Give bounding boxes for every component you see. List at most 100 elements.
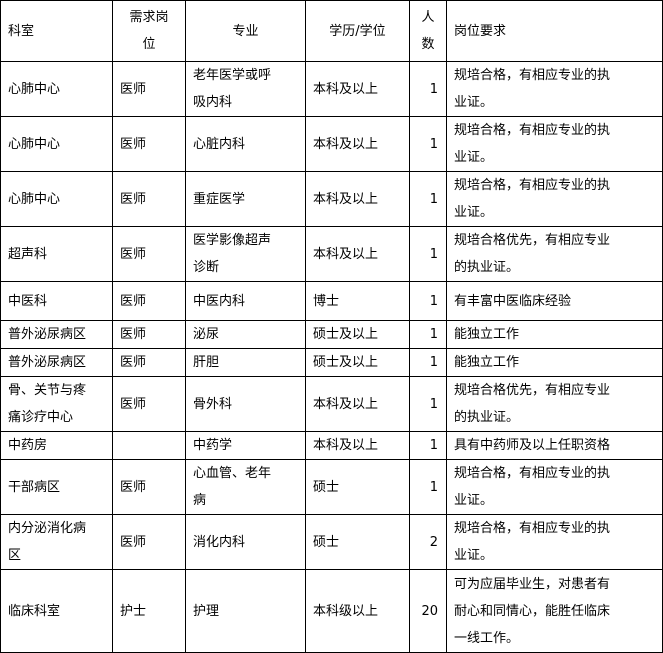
cell-post: 医师 [112,116,186,172]
cell-dept-line: 超声科 [8,246,48,262]
cell-major-line: 泌尿 [193,327,220,342]
cell-dept-line: 干部病区 [8,479,61,495]
cell-major: 泌尿 [185,320,306,349]
cell-post-line: 医师 [120,396,147,412]
cell-dept: 超声科 [0,226,113,282]
cell-major: 老年医学或呼 吸内科 [185,61,306,117]
table-row: 普外泌尿病区 医师 泌尿 硕士及以上 1 能独立工作 [0,320,663,349]
cell-post-line: 医师 [120,191,147,207]
cell-post-line: 医师 [120,355,147,370]
cell-major: 中药学 [185,431,306,460]
cell-post: 医师 [112,61,186,117]
cell-major: 肝胆 [185,348,306,377]
cell-requirements-line: 有丰富中医临床经验 [454,293,572,309]
cell-count: 1 [409,226,447,282]
cell-dept: 临床科室 [0,569,113,653]
cell-count-line: 1 [429,396,438,412]
cell-dept-line: 中医科 [8,293,48,309]
cell-dept-line: 痛诊疗中心 [8,410,74,425]
cell-post-line: 医师 [120,479,147,495]
cell-education: 本科及以上 [305,376,410,432]
cell-post: 护士 [112,569,186,653]
cell-dept: 干部病区 [0,459,113,515]
cell-dept: 中药房 [0,431,113,460]
header-major: 专业 [185,0,306,62]
cell-dept-line: 临床科室 [8,603,61,619]
cell-post-line: 医师 [120,81,147,97]
table-row: 普外泌尿病区 医师 肝胆 硕士及以上 1 能独立工作 [0,348,663,377]
cell-dept-line: 心肺中心 [8,81,61,97]
header-count-line: 人 [421,10,435,25]
cell-education-line: 本科级以上 [313,603,379,619]
cell-post-line: 医师 [120,534,147,550]
cell-requirements-line: 业证。 [454,150,494,165]
cell-requirements-line: 业证。 [454,548,494,563]
cell-post-line: 医师 [120,293,147,309]
header-row: 科室 需求岗位专业 学历/学位人数岗位要求 [0,0,663,62]
cell-requirements-line: 规培合格，有相应专业的执 [454,123,611,138]
cell-education: 硕士 [305,514,410,570]
table-row: 心肺中心 医师 重症医学 本科及以上 1 规培合格，有相应专业的执 业证。 [0,171,663,227]
cell-post: 医师 [112,376,186,432]
cell-requirements: 能独立工作 [446,320,663,349]
cell-education: 本科及以上 [305,61,410,117]
cell-count: 1 [409,61,447,117]
cell-requirements-line: 规培合格，有相应专业的执 [454,466,611,481]
cell-major: 消化内科 [185,514,306,570]
cell-education-line: 本科及以上 [313,191,379,207]
cell-post: 医师 [112,514,186,570]
header-requirements-line: 岗位要求 [454,23,507,39]
cell-post-line: 医师 [120,136,147,152]
header-major-line: 专业 [232,23,259,39]
header-post-line: 需求岗 [129,10,169,25]
cell-post: 医师 [112,459,186,515]
cell-dept-line: 普外泌尿病区 [8,327,87,342]
cell-education-line: 本科及以上 [313,438,379,453]
cell-education: 博士 [305,281,410,321]
cell-requirements-line: 规培合格优先，有相应专业 [454,233,611,248]
cell-major: 医学影像超声 诊断 [185,226,306,282]
cell-count: 1 [409,171,447,227]
cell-requirements: 规培合格优先，有相应专业 的执业证。 [446,226,663,282]
cell-education-line: 硕士 [313,479,340,495]
cell-education-line: 硕士 [313,534,340,550]
cell-education-line: 硕士及以上 [313,355,379,370]
header-post: 需求岗位 [112,0,186,62]
cell-dept-line: 内分泌消化病 [8,521,87,536]
cell-dept: 心肺中心 [0,171,113,227]
cell-major-line: 中医内科 [193,293,246,309]
cell-count-line: 1 [429,293,438,309]
cell-major-line: 吸内科 [193,95,233,110]
cell-count: 20 [409,569,447,653]
header-count-line: 数 [421,37,435,52]
cell-requirements-line: 具有中药师及以上任职资格 [454,438,611,453]
cell-dept-line: 中药房 [8,438,48,453]
cell-post: 医师 [112,226,186,282]
cell-count: 2 [409,514,447,570]
header-post-line: 位 [142,37,156,52]
cell-count-line: 1 [429,81,438,97]
table-row: 内分泌消化病区医师 消化内科 硕士 2 规培合格，有相应专业的执 业证。 [0,514,663,570]
cell-education-line: 本科及以上 [313,396,379,412]
cell-requirements-line: 业证。 [454,95,494,110]
cell-count-line: 1 [429,136,438,152]
cell-education-line: 博士 [313,293,340,309]
cell-dept: 普外泌尿病区 [0,348,113,377]
cell-dept-line: 骨、关节与疼 [8,383,87,398]
cell-count-line: 20 [421,603,438,619]
cell-requirements: 规培合格，有相应专业的执 业证。 [446,171,663,227]
cell-requirements: 规培合格，有相应专业的执 业证。 [446,61,663,117]
cell-count-line: 1 [429,246,438,262]
cell-post: 医师 [112,320,186,349]
cell-requirements-line: 耐心和同情心，能胜任临床 [454,603,611,619]
cell-major-line: 重症医学 [193,191,246,207]
cell-requirements-line: 能独立工作 [454,355,520,370]
cell-education: 本科及以上 [305,171,410,227]
cell-dept-line: 心肺中心 [8,191,61,207]
cell-major-line: 护理 [193,603,220,619]
cell-major: 心脏内科 [185,116,306,172]
cell-major-line: 心脏内科 [193,136,246,152]
cell-post [112,431,186,460]
cell-post-line: 医师 [120,246,147,262]
